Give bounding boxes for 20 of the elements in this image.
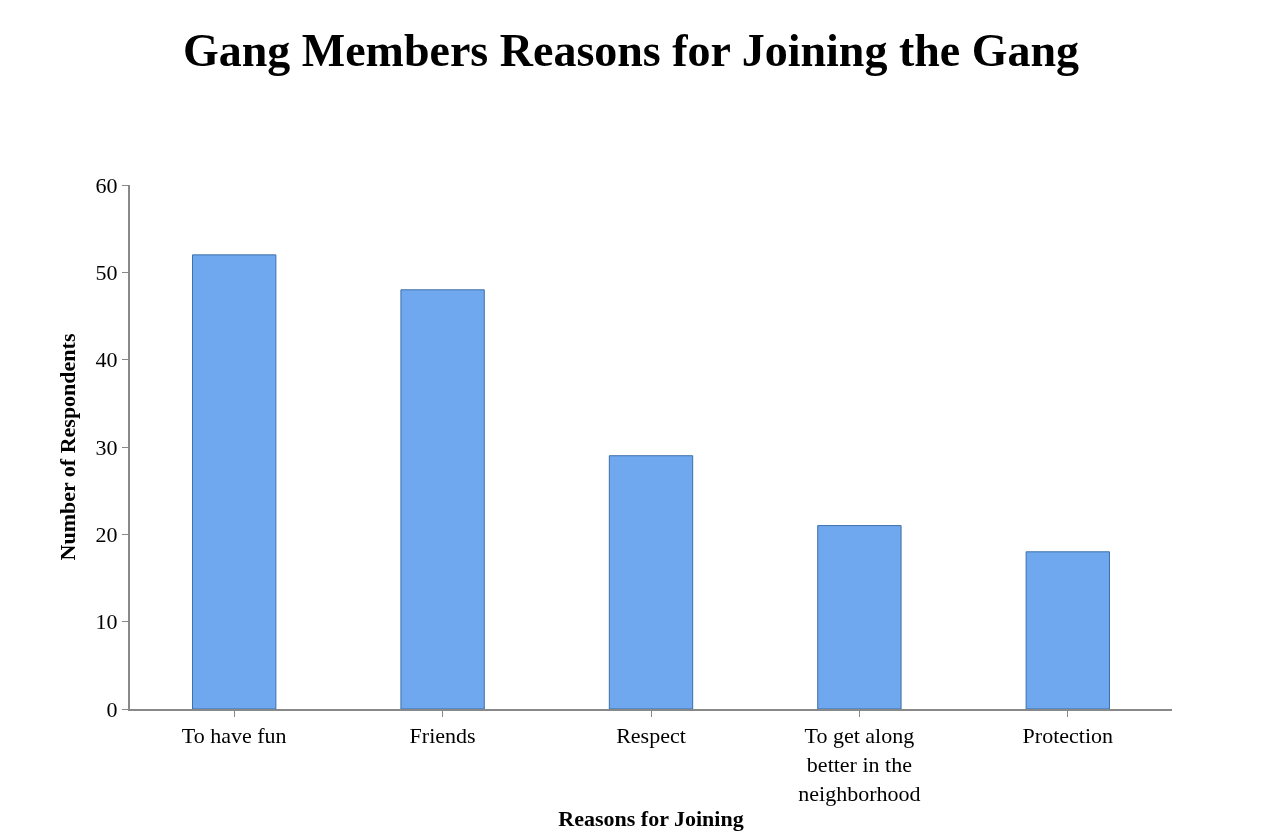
x-tick-label: Friends: [409, 723, 476, 749]
bar: [608, 455, 694, 709]
bar: [400, 289, 485, 709]
bar: [192, 254, 277, 709]
y-tick-label: 30: [95, 434, 118, 460]
bar: [1025, 551, 1110, 709]
y-tick-label: 0: [106, 696, 118, 722]
x-tick-label: Protection: [1022, 723, 1114, 749]
y-tick-label: 50: [95, 260, 118, 286]
x-tick-label: To get along better in the neighborhood: [798, 723, 921, 806]
x-tick-label: Respect: [616, 723, 686, 749]
x-axis-title: Reasons for Joining: [558, 806, 744, 831]
chart-title: Gang Members Reasons for Joining the Gang: [182, 24, 1080, 76]
y-tick-label: 20: [95, 522, 118, 548]
y-tick-label: 60: [95, 172, 118, 198]
bar: [817, 525, 902, 709]
y-axis-title: Number of Respondents: [55, 333, 80, 561]
x-tick-label: To have fun: [181, 723, 287, 749]
y-tick-label: 40: [95, 347, 118, 373]
y-tick-label: 10: [95, 609, 118, 635]
